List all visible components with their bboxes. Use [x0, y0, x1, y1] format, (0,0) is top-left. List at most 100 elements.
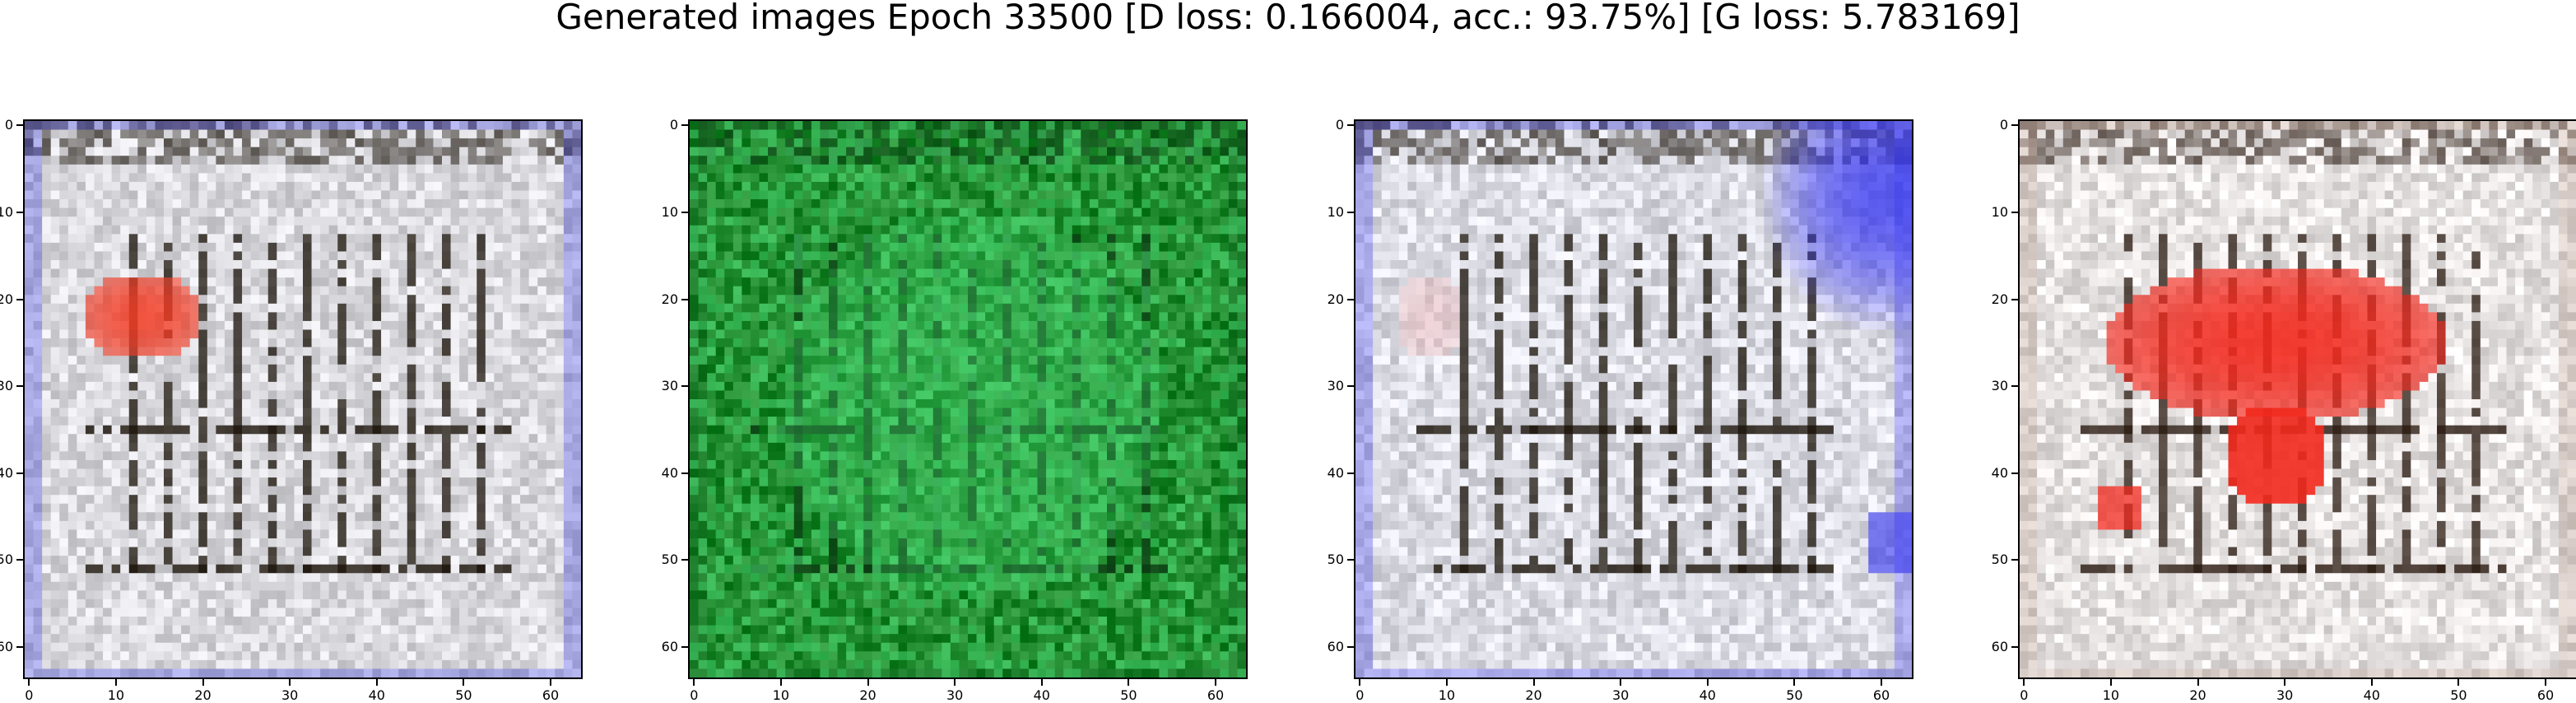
y-tick-mark	[16, 385, 23, 388]
x-tick-mark	[867, 679, 869, 686]
x-tick-label: 30	[281, 687, 299, 703]
y-tick-label: 60	[0, 639, 13, 655]
x-tick-mark	[2023, 679, 2025, 686]
x-tick-mark	[779, 679, 782, 686]
y-tick-mark	[681, 124, 688, 127]
x-tick-mark	[2545, 679, 2547, 686]
y-tick-label: 40	[1327, 464, 1344, 481]
x-tick-mark	[28, 679, 30, 686]
y-tick-mark	[681, 211, 688, 213]
x-tick-mark	[693, 679, 695, 686]
x-tick-mark	[1793, 679, 1796, 686]
y-tick-mark	[2011, 124, 2018, 127]
x-tick-mark	[2284, 679, 2286, 686]
y-tick-label: 40	[661, 464, 678, 481]
x-tick-label: 60	[2536, 687, 2555, 703]
x-tick-mark	[1445, 679, 1448, 686]
x-tick-label: 40	[1699, 687, 1716, 703]
x-tick-label: 50	[1786, 687, 1803, 703]
y-tick-mark	[1347, 298, 1354, 300]
x-tick-label: 0	[690, 687, 699, 703]
x-tick-label: 10	[772, 687, 790, 703]
y-tick-mark	[2011, 472, 2018, 474]
x-tick-mark	[289, 679, 291, 686]
y-tick-label: 40	[1991, 464, 2008, 481]
x-tick-label: 60	[1207, 687, 1225, 703]
y-tick-label: 0	[4, 117, 13, 133]
x-tick-mark	[1881, 679, 1883, 686]
y-tick-mark	[681, 559, 688, 561]
x-tick-label: 0	[25, 687, 34, 703]
x-tick-mark	[550, 679, 552, 686]
y-tick-label: 50	[0, 552, 13, 568]
y-tick-label: 60	[661, 639, 678, 655]
pixel-image-4	[2020, 121, 2576, 677]
image-axes-1	[23, 119, 583, 679]
pixel-image-3	[1355, 121, 1912, 677]
x-tick-label: 50	[455, 687, 472, 703]
x-tick-label: 50	[1120, 687, 1137, 703]
x-tick-label: 40	[1033, 687, 1050, 703]
figure-title: Generated images Epoch 33500 [D loss: 0.…	[556, 0, 2020, 37]
x-tick-mark	[463, 679, 465, 686]
x-tick-mark	[954, 679, 956, 686]
x-tick-mark	[1620, 679, 1622, 686]
y-tick-mark	[16, 298, 23, 300]
y-tick-label: 10	[1991, 203, 2008, 220]
subplot-4: 0 10 20 30 40 50 60 0 10 20 30 40 50 60	[1992, 119, 2576, 702]
x-tick-label: 20	[859, 687, 876, 703]
y-tick-mark	[16, 211, 23, 213]
y-tick-mark	[1347, 124, 1354, 127]
y-tick-mark	[1347, 385, 1354, 388]
y-tick-mark	[1347, 646, 1354, 649]
x-tick-mark	[2457, 679, 2460, 686]
y-tick-mark	[2011, 211, 2018, 213]
y-tick-mark	[1347, 472, 1354, 474]
x-tick-label: 20	[2189, 687, 2206, 703]
x-tick-mark	[2109, 679, 2112, 686]
y-tick-label: 50	[1327, 552, 1344, 568]
y-tick-label: 0	[1999, 117, 2008, 133]
y-tick-label: 40	[0, 464, 13, 481]
y-tick-label: 50	[661, 552, 678, 568]
y-tick-label: 30	[0, 378, 13, 394]
y-tick-mark	[681, 298, 688, 300]
x-tick-mark	[1215, 679, 1217, 686]
x-tick-label: 20	[194, 687, 212, 703]
subplot-1: 0 10 20 30 40 50 60 0 10 20 30 40 50 60	[0, 119, 583, 702]
x-tick-mark	[1359, 679, 1361, 686]
y-tick-label: 20	[1327, 291, 1344, 307]
y-tick-label: 10	[0, 203, 13, 220]
y-tick-mark	[16, 472, 23, 474]
x-tick-label: 0	[2020, 687, 2029, 703]
x-tick-label: 20	[1525, 687, 1542, 703]
y-tick-mark	[2011, 559, 2018, 561]
y-tick-label: 10	[1327, 203, 1344, 220]
y-tick-mark	[16, 559, 23, 561]
y-tick-mark	[2011, 298, 2018, 300]
y-tick-mark	[16, 646, 23, 649]
y-tick-mark	[2011, 385, 2018, 388]
y-tick-label: 10	[661, 203, 678, 220]
x-tick-label: 50	[2450, 687, 2467, 703]
x-tick-label: 10	[107, 687, 125, 703]
x-tick-label: 60	[542, 687, 560, 703]
x-tick-label: 40	[368, 687, 385, 703]
x-tick-mark	[2370, 679, 2373, 686]
subplot-3: 0 10 20 30 40 50 60 0 10 20 30 40 50 60	[1328, 119, 1913, 702]
y-tick-label: 0	[669, 117, 678, 133]
y-tick-mark	[1347, 211, 1354, 213]
y-tick-label: 20	[661, 291, 678, 307]
x-tick-label: 30	[1611, 687, 1630, 703]
image-axes-2	[688, 119, 1248, 679]
subplot-2: 0 10 20 30 40 50 60 0 10 20 30 40 50 60	[662, 119, 1248, 702]
pixel-image-2	[690, 121, 1246, 677]
y-tick-label: 20	[1991, 291, 2008, 307]
x-tick-mark	[114, 679, 117, 686]
y-tick-mark	[681, 646, 688, 649]
y-tick-mark	[681, 385, 688, 388]
y-tick-mark	[1347, 559, 1354, 561]
y-tick-label: 0	[1335, 117, 1344, 133]
x-tick-label: 0	[1355, 687, 1365, 703]
y-tick-label: 60	[1991, 639, 2008, 655]
